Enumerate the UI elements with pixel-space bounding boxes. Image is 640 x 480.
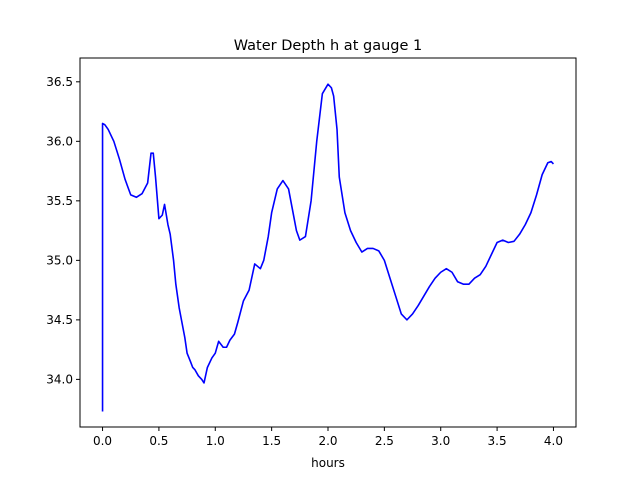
x-tick-label: 2.0 bbox=[318, 434, 337, 448]
y-tick-label: 35.0 bbox=[46, 253, 73, 267]
x-tick-label: 1.5 bbox=[262, 434, 281, 448]
chart-title: Water Depth h at gauge 1 bbox=[234, 38, 422, 54]
x-axis-ticks: 0.0 0.5 1.0 1.5 2.0 2.5 3.0 3.5 4.0 bbox=[93, 427, 563, 448]
y-tick-label: 36.0 bbox=[46, 134, 73, 148]
x-tick-label: 0.5 bbox=[149, 434, 168, 448]
series-line-0 bbox=[101, 83, 555, 412]
plot-area bbox=[101, 83, 555, 412]
x-tick-label: 3.5 bbox=[488, 434, 507, 448]
y-tick-label: 36.5 bbox=[46, 75, 73, 89]
y-tick-label: 34.0 bbox=[46, 372, 73, 386]
x-tick-label: 0.0 bbox=[93, 434, 112, 448]
x-tick-label: 3.0 bbox=[431, 434, 450, 448]
y-tick-label: 35.5 bbox=[46, 194, 73, 208]
axes-frame bbox=[79, 57, 577, 428]
y-axis-ticks: 34.0 34.5 35.0 35.5 36.0 36.5 bbox=[46, 75, 80, 386]
x-tick-label: 2.5 bbox=[375, 434, 394, 448]
x-tick-label: 4.0 bbox=[544, 434, 563, 448]
y-tick-label: 34.5 bbox=[46, 313, 73, 327]
x-axis-label: hours bbox=[311, 456, 345, 470]
x-tick-label: 1.0 bbox=[206, 434, 225, 448]
